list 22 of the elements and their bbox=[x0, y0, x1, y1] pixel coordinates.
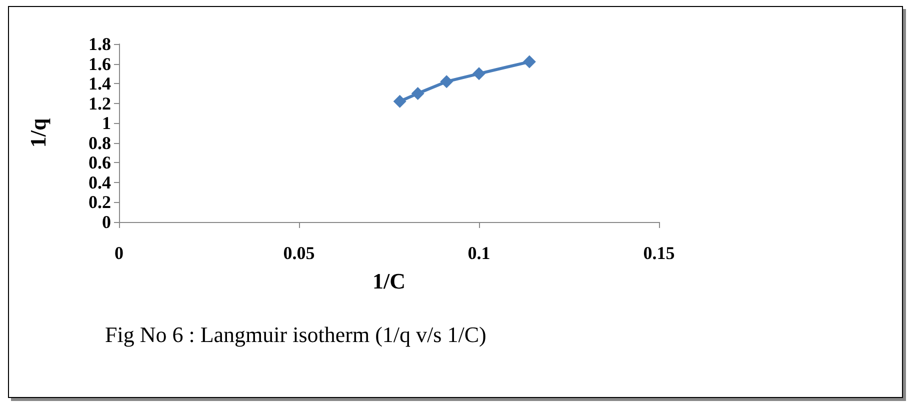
point bbox=[393, 94, 406, 108]
y-tick-label: 0 bbox=[102, 212, 111, 232]
y-tick-label: 1 bbox=[102, 113, 111, 134]
x-tick-label: 0 bbox=[114, 243, 124, 263]
y-tick-label: 0.8 bbox=[88, 132, 111, 153]
x-axis-title: 1/C bbox=[372, 268, 406, 294]
y-tick-label: 1.4 bbox=[88, 74, 111, 94]
x-tick-label: 0.1 bbox=[468, 243, 490, 263]
point bbox=[411, 86, 424, 100]
y-tick-label: 0.4 bbox=[88, 172, 111, 192]
y-tick-label: 1.8 bbox=[88, 34, 111, 54]
point bbox=[472, 67, 486, 80]
point bbox=[522, 55, 536, 68]
y-axis-title: 1/q bbox=[26, 118, 50, 148]
x-tick-label: 0.05 bbox=[283, 243, 315, 263]
text: Fig No 6 : Langmuir isotherm (1/q v/s 1/C) bbox=[105, 322, 486, 348]
y-tick-label: 0.2 bbox=[88, 192, 111, 212]
y-tick-label: 1.2 bbox=[88, 93, 111, 114]
y-tick-label: 0.6 bbox=[88, 152, 111, 173]
y-tick-label: 1.6 bbox=[88, 54, 111, 74]
x-tick-label: 0.15 bbox=[643, 243, 675, 263]
point bbox=[440, 75, 454, 88]
